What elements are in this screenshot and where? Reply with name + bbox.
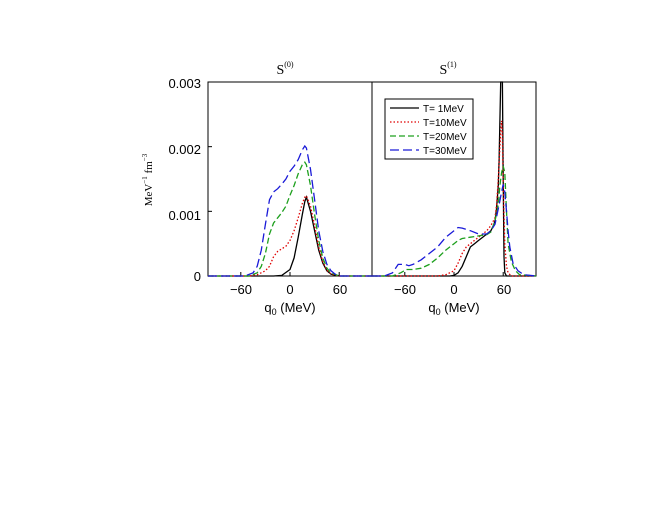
xtick-label: −60 xyxy=(230,282,252,297)
series-line-t30mev xyxy=(372,184,537,277)
ytick-label: 0.003 xyxy=(168,76,201,91)
xtick-label: 0 xyxy=(286,282,293,297)
panel-1-x-axis-label: q0 (MeV) xyxy=(428,300,479,317)
legend-label: T=20MeV xyxy=(423,132,467,143)
ytick-label: 0.001 xyxy=(168,208,201,223)
panel-1-title: S(1) xyxy=(439,60,456,78)
panel-1-curves xyxy=(372,81,537,277)
legend-label: T=30MeV xyxy=(423,146,467,157)
ytick-label: 0 xyxy=(194,269,201,284)
panel-0-frame xyxy=(207,81,373,277)
series-line-t30mev xyxy=(208,144,372,277)
series-line-t20mev xyxy=(208,161,372,277)
xtick-label: 60 xyxy=(333,282,347,297)
xtick-label: 0 xyxy=(450,282,457,297)
ytick-label: 0.002 xyxy=(168,142,201,157)
series-line-t10mev xyxy=(372,120,536,277)
panel-0-title: S(0) xyxy=(276,60,293,78)
y-axis-label: MeV−1 fm−3 xyxy=(141,153,155,206)
legend-label: T=10MeV xyxy=(423,118,467,129)
series-line-t1mev xyxy=(208,194,372,277)
legend-label: T= 1MeV xyxy=(423,104,464,115)
series-line-t10mev xyxy=(208,194,372,277)
panel-0-x-axis-label: q0 (MeV) xyxy=(264,300,315,317)
xtick-label: −60 xyxy=(394,282,416,297)
series-line-t20mev xyxy=(372,165,537,277)
legend-box xyxy=(384,98,474,160)
panel-0-curves xyxy=(208,144,372,277)
xtick-label: 60 xyxy=(497,282,511,297)
